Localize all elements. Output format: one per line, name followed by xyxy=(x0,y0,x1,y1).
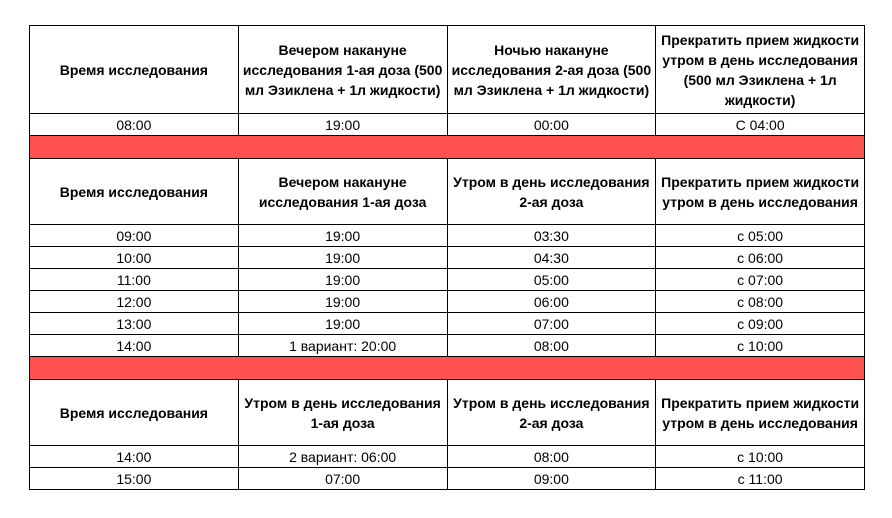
table-cell: 08:00 xyxy=(446,334,657,357)
table-cell: 08:00 xyxy=(446,445,657,468)
table-cell: 10:00 xyxy=(29,246,239,269)
table-cell: 00:00 xyxy=(446,113,657,136)
table-cell: с 07:00 xyxy=(655,268,865,291)
header-cell: Утром в день исследования 2-ая доза xyxy=(446,158,657,225)
table-cell: 09:00 xyxy=(29,224,239,247)
table-cell: 1 вариант: 20:00 xyxy=(237,334,448,357)
header-cell: Прекратить прием жидкости утром в день и… xyxy=(655,25,865,114)
header-cell: Время исследования xyxy=(29,158,239,225)
table-cell: 19:00 xyxy=(237,290,448,313)
table-row: 11:00 19:00 05:00 с 07:00 xyxy=(29,268,865,291)
table-cell: с 10:00 xyxy=(655,334,865,357)
table-cell: 04:30 xyxy=(446,246,657,269)
header-cell: Время исследования xyxy=(29,379,239,446)
table-cell: 13:00 xyxy=(29,312,239,335)
table-cell: С 04:00 xyxy=(655,113,865,136)
header-row: Время исследования Вечером накануне иссле… xyxy=(29,25,865,114)
schedule-table: Время исследования Вечером накануне иссле… xyxy=(29,25,865,490)
table-row: 15:00 07:00 09:00 с 11:00 xyxy=(29,467,865,490)
table-row: 08:00 19:00 00:00 С 04:00 xyxy=(29,113,865,136)
table-cell: с 09:00 xyxy=(655,312,865,335)
table-row: 14:00 1 вариант: 20:00 08:00 с 10:00 xyxy=(29,334,865,357)
table-cell: 2 вариант: 06:00 xyxy=(237,445,448,468)
table-row: 10:00 19:00 04:30 с 06:00 xyxy=(29,246,865,269)
header-cell: Прекратить прием жидкости утром в день и… xyxy=(655,158,865,225)
header-cell: Ночью накануне исследования 2-ая доза (5… xyxy=(446,25,657,114)
header-row: Время исследования Утром в день исследова… xyxy=(29,379,865,446)
table-cell: 08:00 xyxy=(29,113,239,136)
table-row: 12:00 19:00 06:00 с 08:00 xyxy=(29,290,865,313)
table-cell: 06:00 xyxy=(446,290,657,313)
separator-row xyxy=(29,356,865,380)
table-cell: 14:00 xyxy=(29,445,239,468)
table-cell: 19:00 xyxy=(237,113,448,136)
table-cell: 05:00 xyxy=(446,268,657,291)
table-cell: с 10:00 xyxy=(655,445,865,468)
table-cell: 19:00 xyxy=(237,224,448,247)
table-cell: с 06:00 xyxy=(655,246,865,269)
header-cell: Утром в день исследования 2-ая доза xyxy=(446,379,657,446)
table-cell: с 11:00 xyxy=(655,467,865,490)
table-cell: 15:00 xyxy=(29,467,239,490)
table-cell: 19:00 xyxy=(237,246,448,269)
table-cell: 14:00 xyxy=(29,334,239,357)
separator-row xyxy=(29,135,865,159)
header-row: Время исследования Вечером накануне иссле… xyxy=(29,158,865,225)
header-cell: Вечером накануне исследования 1-ая доза … xyxy=(237,25,448,114)
table-cell: 11:00 xyxy=(29,268,239,291)
table-cell: 07:00 xyxy=(237,467,448,490)
table-cell: с 05:00 xyxy=(655,224,865,247)
table-cell: 09:00 xyxy=(446,467,657,490)
header-cell: Время исследования xyxy=(29,25,239,114)
table-row: 14:00 2 вариант: 06:00 08:00 с 10:00 xyxy=(29,445,865,468)
table-cell: 19:00 xyxy=(237,312,448,335)
table-cell: 12:00 xyxy=(29,290,239,313)
table-cell: 19:00 xyxy=(237,268,448,291)
header-cell: Вечером накануне исследования 1-ая доза xyxy=(237,158,448,225)
table-row: 13:00 19:00 07:00 с 09:00 xyxy=(29,312,865,335)
table-cell: с 08:00 xyxy=(655,290,865,313)
table-cell: 03:30 xyxy=(446,224,657,247)
header-cell: Прекратить прием жидкости утром в день и… xyxy=(655,379,865,446)
table-row: 09:00 19:00 03:30 с 05:00 xyxy=(29,224,865,247)
table-cell: 07:00 xyxy=(446,312,657,335)
header-cell: Утром в день исследования 1-ая доза xyxy=(237,379,448,446)
